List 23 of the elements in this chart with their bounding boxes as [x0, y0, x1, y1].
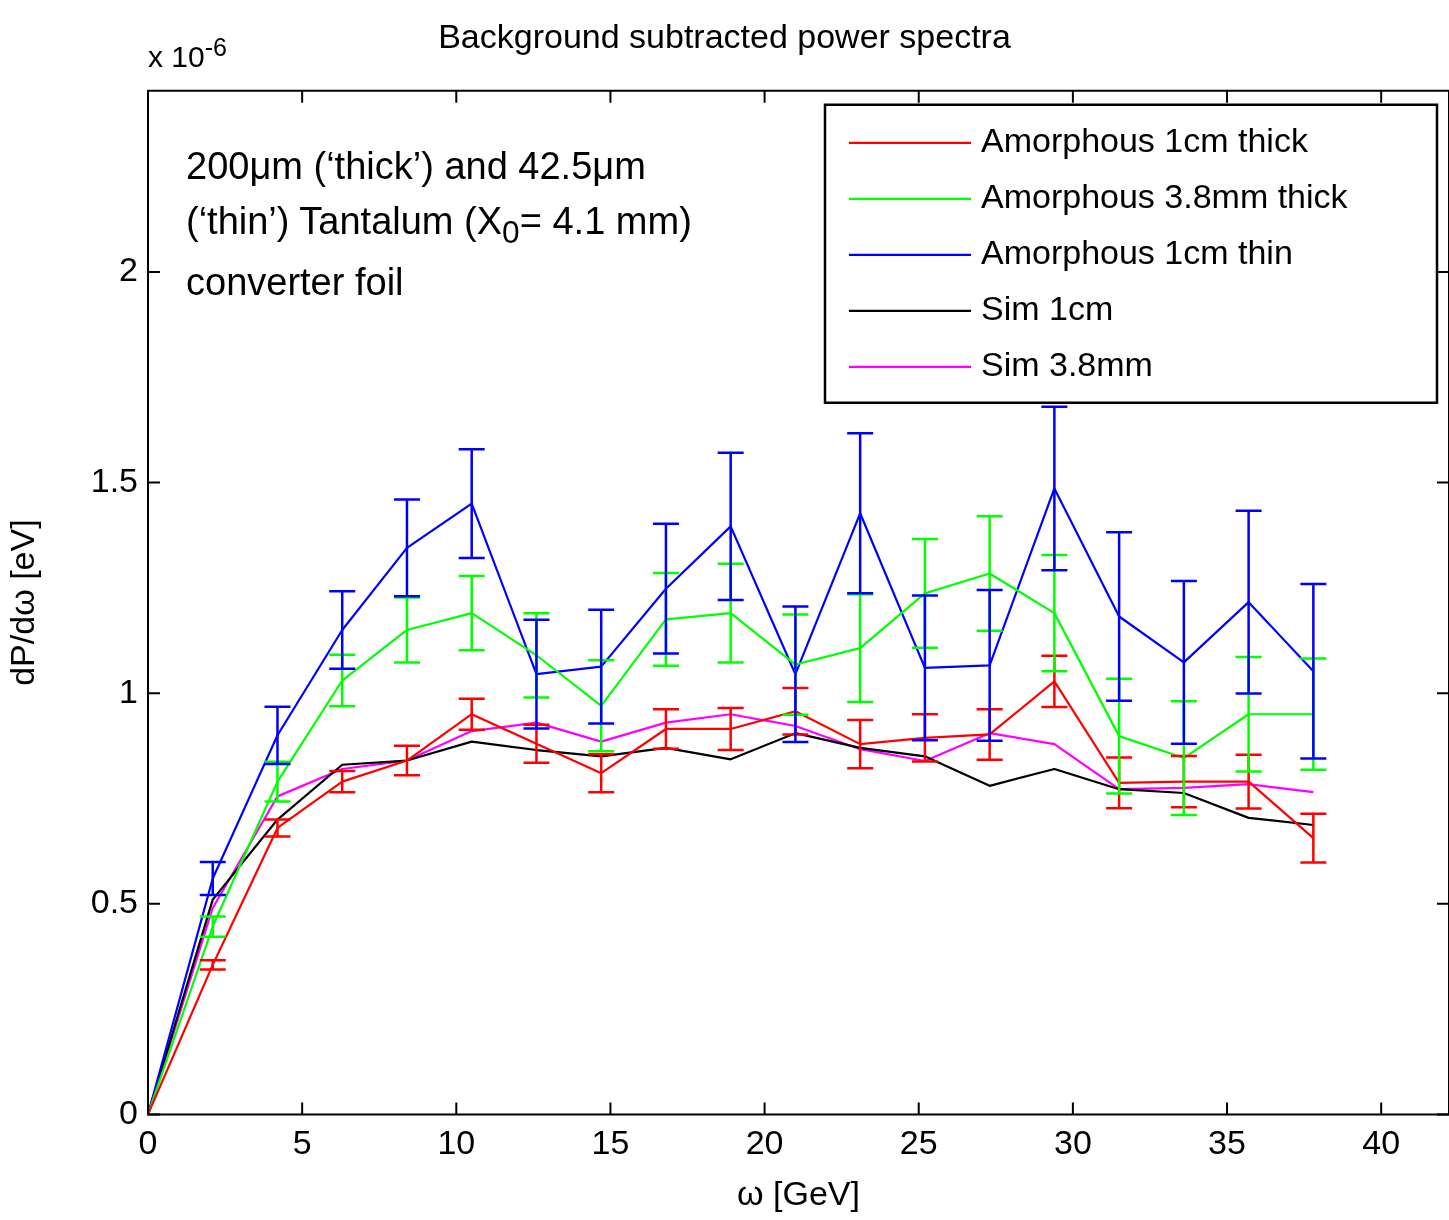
legend-label: Sim 3.8mm	[981, 345, 1153, 384]
legend-label: Amorphous 1cm thick	[981, 121, 1309, 160]
x-tick-label: 35	[1208, 1123, 1246, 1162]
text: 200μm (‘thick’) and 42.5μm (‘thin’) Tantalum (X$_{0}$= 4.1 mm) converter foil	[186, 144, 692, 304]
legend-label: Sim 1cm	[981, 289, 1114, 328]
x-tick-label: 25	[899, 1123, 938, 1162]
x-axis-title: ω [GeV]	[737, 1173, 860, 1212]
x-tick-label: 15	[591, 1123, 630, 1162]
x-tick-label: 20	[745, 1123, 784, 1162]
x-tick-label: 5	[292, 1123, 312, 1162]
legend-label: Amorphous 3.8mm thick	[981, 177, 1349, 216]
y-tick-label: 1	[119, 671, 138, 710]
legend-label: Amorphous 1cm thin	[981, 233, 1293, 272]
y-tick-label: 1.5	[90, 460, 138, 499]
y-axis-title: dP/dω [eV]	[2, 519, 41, 686]
x-tick-label: 40	[1362, 1123, 1401, 1162]
chart-title: Background subtracted power spectra	[438, 16, 1011, 55]
text: x 10$^{-6}$	[148, 32, 227, 74]
x-tick-label: 30	[1053, 1123, 1092, 1162]
x-tick-label: 10	[437, 1123, 476, 1162]
y-tick-label: 0	[119, 1092, 138, 1131]
y-tick-label: 0.5	[90, 882, 138, 921]
y-tick-label: 2	[119, 250, 138, 289]
